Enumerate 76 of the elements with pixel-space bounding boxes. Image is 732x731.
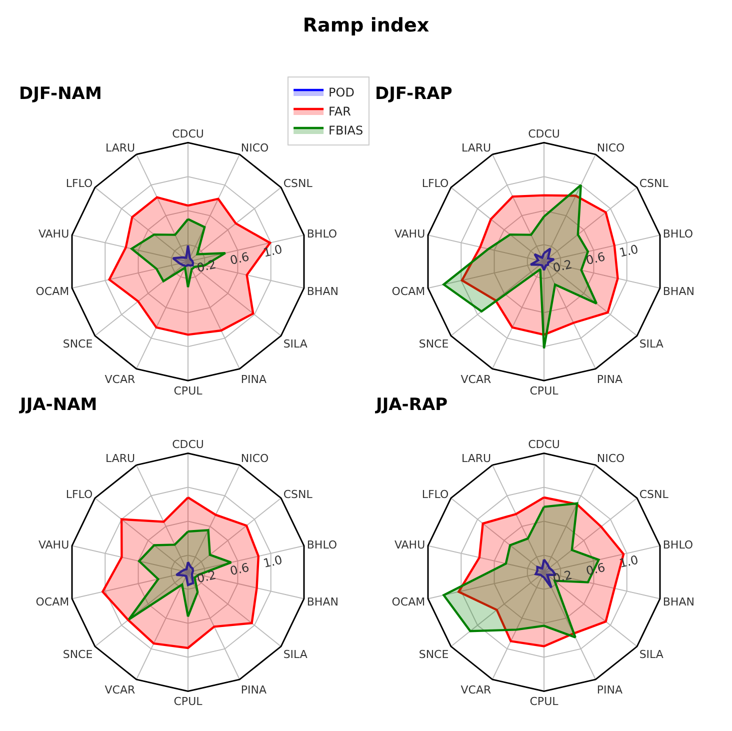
spoke-label: SNCE: [62, 337, 93, 350]
spoke-label: PINA: [240, 684, 268, 697]
legend-label: FAR: [328, 104, 351, 119]
y-tick-label: 0.6: [584, 560, 606, 578]
spoke-label: SNCE: [418, 337, 449, 350]
spoke-label: BHLO: [662, 228, 694, 241]
spoke-label: VCAR: [460, 373, 492, 386]
spoke-label: VCAR: [104, 373, 136, 386]
spoke-label: LFLO: [422, 177, 450, 190]
text: Ramp index: [302, 14, 430, 37]
spoke-label: NICO: [596, 452, 626, 466]
spoke-label: PINA: [596, 373, 624, 386]
spoke-label: BHAN: [662, 284, 694, 298]
spoke-label: VAHU: [38, 538, 70, 552]
spoke-label: SNCE: [62, 648, 93, 662]
text: DJF-NAM: [19, 84, 102, 104]
spoke-label: LARU: [105, 452, 136, 466]
legend-label: POD: [328, 86, 354, 100]
y-tick-label: 0.2: [552, 568, 574, 586]
spoke-label: SILA: [283, 337, 308, 350]
spoke-label: CPUL: [174, 695, 204, 708]
spoke-label: BHLO: [662, 538, 694, 552]
y-tick-label: 0.6: [228, 250, 250, 268]
spoke-label: BHAN: [662, 596, 694, 609]
spoke-label: CDCU: [172, 438, 204, 452]
spoke-label: PINA: [240, 373, 268, 386]
spoke-label: SILA: [639, 648, 664, 662]
spoke-label: CDCU: [528, 438, 560, 452]
spoke-label: CDCU: [528, 127, 560, 140]
chart-title: JJA-NAM: [19, 395, 98, 415]
y-tick-label: 0.2: [552, 257, 574, 276]
y-tick-label: 0.2: [196, 257, 218, 276]
spoke-label: SNCE: [418, 648, 449, 662]
spoke-label: LARU: [105, 141, 136, 154]
spoke-label: CSNL: [283, 488, 314, 501]
spoke-label: BHLO: [306, 228, 338, 241]
y-tick-label: 0.6: [228, 560, 250, 578]
spoke-label: NICO: [240, 452, 270, 466]
y-tick-label: 1.0: [262, 552, 284, 571]
spoke-label: VAHU: [394, 538, 426, 552]
spoke-label: NICO: [596, 141, 626, 154]
spoke-label: OCAM: [392, 284, 426, 298]
spoke-label: CDCU: [172, 127, 204, 140]
spoke-label: PINA: [596, 684, 624, 697]
spoke-label: CSNL: [283, 177, 314, 190]
spoke-label: SILA: [283, 648, 308, 662]
spoke-label: OCAM: [392, 596, 426, 609]
spoke-label: SILA: [639, 337, 664, 350]
y-tick-label: 1.0: [262, 242, 284, 260]
chart-title: JJA-RAP: [375, 395, 448, 415]
y-tick-label: 0.2: [196, 568, 218, 586]
spoke-label: CPUL: [530, 695, 560, 708]
spoke-label: BHAN: [306, 596, 338, 609]
y-tick-label: 0.6: [584, 250, 606, 268]
y-tick-label: 1.0: [618, 552, 640, 571]
spoke-label: OCAM: [36, 596, 70, 609]
spoke-label: CSNL: [639, 488, 670, 501]
spoke-label: LFLO: [66, 488, 94, 501]
y-tick-label: 1.0: [618, 242, 640, 260]
spoke-label: BHLO: [306, 538, 338, 552]
spoke-label: LFLO: [66, 177, 94, 190]
spoke-label: LARU: [461, 141, 492, 154]
spoke-label: VAHU: [38, 228, 70, 241]
spoke-label: LFLO: [422, 488, 450, 501]
spoke-label: OCAM: [36, 284, 70, 298]
legend-label: FBIAS: [328, 124, 364, 138]
spoke-label: NICO: [240, 141, 270, 154]
spoke-label: CPUL: [174, 384, 204, 398]
spoke-label: VCAR: [104, 684, 136, 697]
spoke-label: VAHU: [394, 228, 426, 241]
chart-title: DJF-RAP: [375, 84, 452, 104]
spoke-label: CPUL: [530, 384, 560, 398]
spoke-label: VCAR: [460, 684, 492, 697]
spoke-label: CSNL: [639, 177, 670, 190]
spoke-label: LARU: [461, 452, 492, 466]
spoke-label: BHAN: [306, 284, 338, 298]
